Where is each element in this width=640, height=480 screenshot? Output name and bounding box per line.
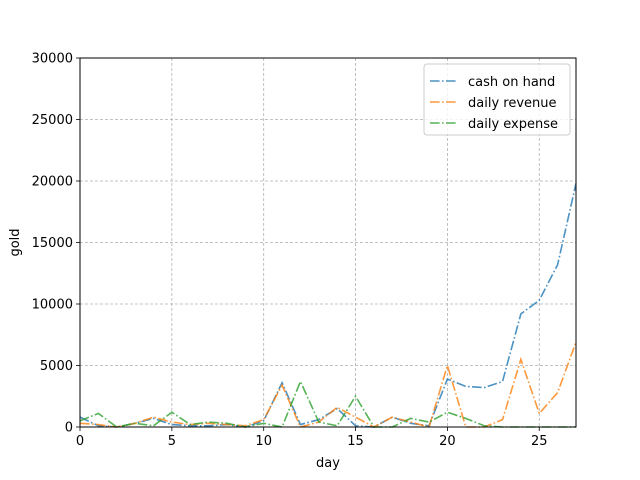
y-tick-label: 15000 (32, 236, 73, 251)
x-tick-label: 10 (255, 434, 272, 449)
legend: cash on hand daily revenue daily expense (423, 63, 571, 136)
series-line-0 (79, 183, 577, 428)
y-axis: 0 5000 10000 15000 20000 25000 30000 (32, 52, 80, 436)
series-line-1 (79, 341, 577, 428)
y-tick-label: 10000 (32, 298, 73, 313)
y-axis-label: gold (8, 228, 23, 256)
x-axis-label: day (316, 456, 340, 471)
x-tick-label: 0 (76, 434, 84, 449)
x-tick-label: 5 (168, 434, 176, 449)
series-line-2 (79, 379, 576, 428)
legend-label-1: daily revenue (468, 96, 557, 111)
y-tick-label: 5000 (40, 359, 73, 374)
y-tick-label: 25000 (32, 113, 73, 128)
legend-box (423, 63, 571, 136)
x-tick-label: 20 (439, 434, 456, 449)
series-layer (79, 183, 577, 428)
x-tick-label: 25 (531, 434, 548, 449)
y-tick-label: 30000 (32, 52, 73, 67)
legend-label-2: daily expense (468, 117, 558, 132)
y-tick-label: 0 (65, 421, 73, 436)
x-tick-label: 15 (347, 434, 364, 449)
y-tick-label: 20000 (32, 175, 73, 190)
x-axis: 0 5 10 15 20 25 (76, 427, 548, 449)
legend-label-0: cash on hand (468, 75, 555, 90)
